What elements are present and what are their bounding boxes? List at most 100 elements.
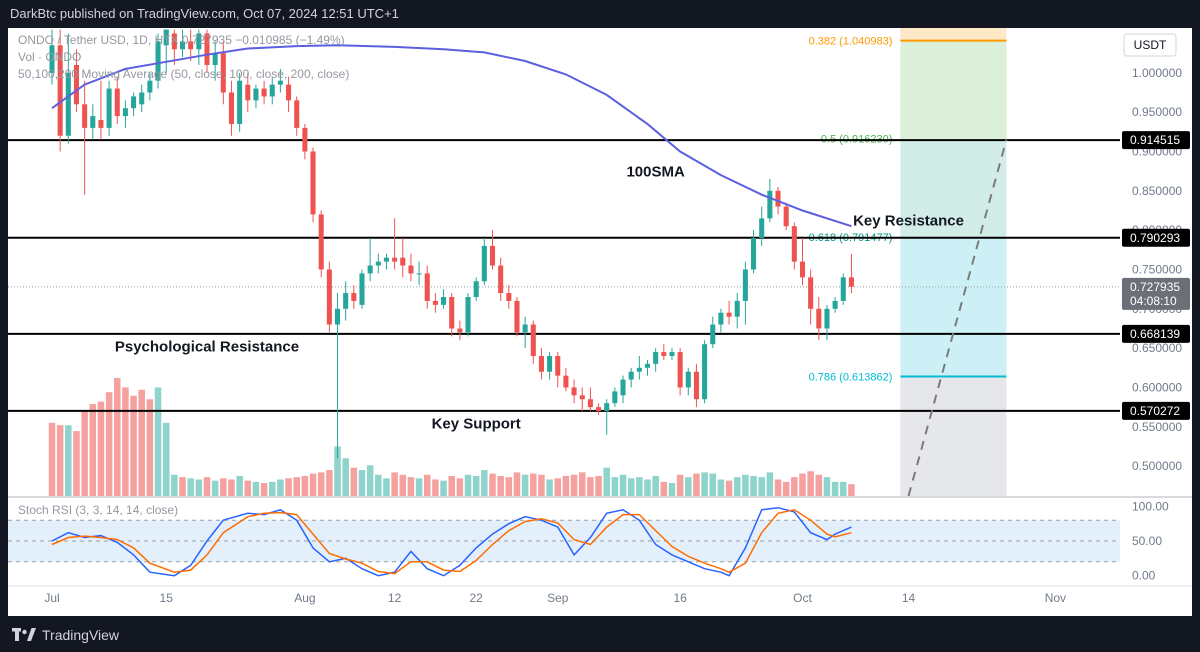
candle[interactable]: [449, 293, 455, 337]
candle[interactable]: [710, 316, 716, 349]
candle[interactable]: [212, 41, 218, 81]
candle[interactable]: [441, 289, 447, 309]
candle[interactable]: [751, 230, 757, 274]
candle[interactable]: [318, 210, 324, 278]
candle[interactable]: [245, 72, 251, 113]
candle[interactable]: [767, 179, 773, 223]
candle[interactable]: [57, 29, 63, 152]
candle[interactable]: [196, 29, 202, 65]
candle[interactable]: [734, 293, 740, 329]
projection-dashed-line[interactable]: [907, 139, 1008, 497]
candle[interactable]: [375, 253, 381, 274]
candle[interactable]: [310, 147, 316, 223]
candle[interactable]: [90, 104, 96, 140]
candle[interactable]: [351, 285, 357, 309]
candle[interactable]: [808, 269, 814, 325]
candle[interactable]: [155, 33, 161, 89]
candle[interactable]: [816, 297, 822, 341]
candle[interactable]: [783, 202, 789, 231]
candle[interactable]: [179, 29, 186, 58]
candle[interactable]: [424, 265, 430, 309]
candle[interactable]: [718, 308, 724, 333]
candle[interactable]: [204, 29, 210, 73]
candle[interactable]: [465, 293, 471, 337]
candle[interactable]: [131, 92, 137, 117]
candle[interactable]: [571, 379, 577, 404]
time-axis[interactable]: Jul 15 Aug 12 22 Sep 16 Oct 14 Nov: [8, 585, 1192, 605]
price-axis[interactable]: 1.0000000.9500000.9000000.8500000.800000…: [1120, 28, 1192, 616]
candle[interactable]: [636, 355, 642, 380]
candle[interactable]: [489, 230, 496, 270]
candle[interactable]: [171, 29, 177, 65]
candle[interactable]: [367, 238, 373, 282]
candle[interactable]: [122, 100, 128, 128]
candle[interactable]: [73, 49, 80, 113]
candle[interactable]: [555, 352, 561, 388]
candle[interactable]: [661, 344, 667, 360]
candle[interactable]: [163, 29, 169, 73]
candle[interactable]: [457, 320, 463, 341]
candle[interactable]: [538, 348, 544, 380]
candle[interactable]: [506, 285, 512, 309]
candle[interactable]: [334, 293, 341, 459]
candle[interactable]: [840, 273, 846, 305]
candle[interactable]: [522, 316, 528, 349]
candle[interactable]: [228, 80, 234, 136]
candle[interactable]: [587, 387, 593, 412]
stoch-rsi-pane[interactable]: Stoch RSI (3, 3, 14, 14, close) 100.00 50.…: [8, 499, 1169, 583]
candle[interactable]: [49, 29, 55, 85]
candle[interactable]: [253, 84, 259, 109]
candle[interactable]: [147, 72, 153, 101]
candle[interactable]: [82, 80, 88, 195]
currency-badge[interactable]: USDT: [1123, 33, 1177, 57]
candle[interactable]: [343, 281, 349, 321]
candle[interactable]: [799, 238, 806, 286]
candle[interactable]: [653, 348, 659, 372]
candle[interactable]: [400, 238, 406, 278]
candle[interactable]: [677, 348, 683, 396]
candle[interactable]: [408, 253, 414, 282]
candle[interactable]: [359, 269, 365, 309]
candle[interactable]: [791, 222, 797, 270]
tradingview-logo-icon[interactable]: [12, 628, 36, 642]
candle[interactable]: [693, 363, 699, 408]
candle[interactable]: [277, 68, 283, 93]
candle[interactable]: [514, 297, 520, 337]
candle[interactable]: [604, 399, 610, 435]
candle[interactable]: [383, 253, 389, 270]
candle[interactable]: [114, 76, 120, 124]
candle[interactable]: [302, 123, 308, 160]
candle[interactable]: [563, 367, 569, 392]
chart-svg[interactable]: 0.382 (1.040983)0.5 (0.916230)0.618 (0.7…: [8, 28, 1192, 616]
candle[interactable]: [702, 340, 708, 404]
candle[interactable]: [612, 387, 618, 408]
candle[interactable]: [481, 238, 487, 286]
candle[interactable]: [286, 76, 292, 113]
candle[interactable]: [188, 29, 194, 62]
candle[interactable]: [824, 304, 830, 341]
candle[interactable]: [392, 218, 398, 270]
candle[interactable]: [530, 320, 536, 364]
candle[interactable]: [498, 257, 504, 301]
candle[interactable]: [685, 367, 691, 396]
candle[interactable]: [326, 261, 332, 333]
candle[interactable]: [432, 293, 438, 313]
candle[interactable]: [742, 261, 748, 325]
candle[interactable]: [473, 277, 479, 301]
candle[interactable]: [416, 261, 422, 286]
candle[interactable]: [620, 375, 626, 404]
candle[interactable]: [726, 300, 732, 325]
candle[interactable]: [848, 253, 854, 294]
candle[interactable]: [139, 84, 145, 113]
candle[interactable]: [294, 96, 300, 136]
candle[interactable]: [759, 206, 765, 246]
candle[interactable]: [669, 348, 675, 360]
candle[interactable]: [547, 352, 553, 380]
candle[interactable]: [98, 80, 104, 140]
candle[interactable]: [628, 367, 634, 388]
candle[interactable]: [237, 72, 243, 132]
candle[interactable]: [269, 76, 275, 105]
candle[interactable]: [106, 80, 112, 136]
candle[interactable]: [832, 297, 838, 313]
footer-brand[interactable]: TradingView: [42, 627, 120, 643]
